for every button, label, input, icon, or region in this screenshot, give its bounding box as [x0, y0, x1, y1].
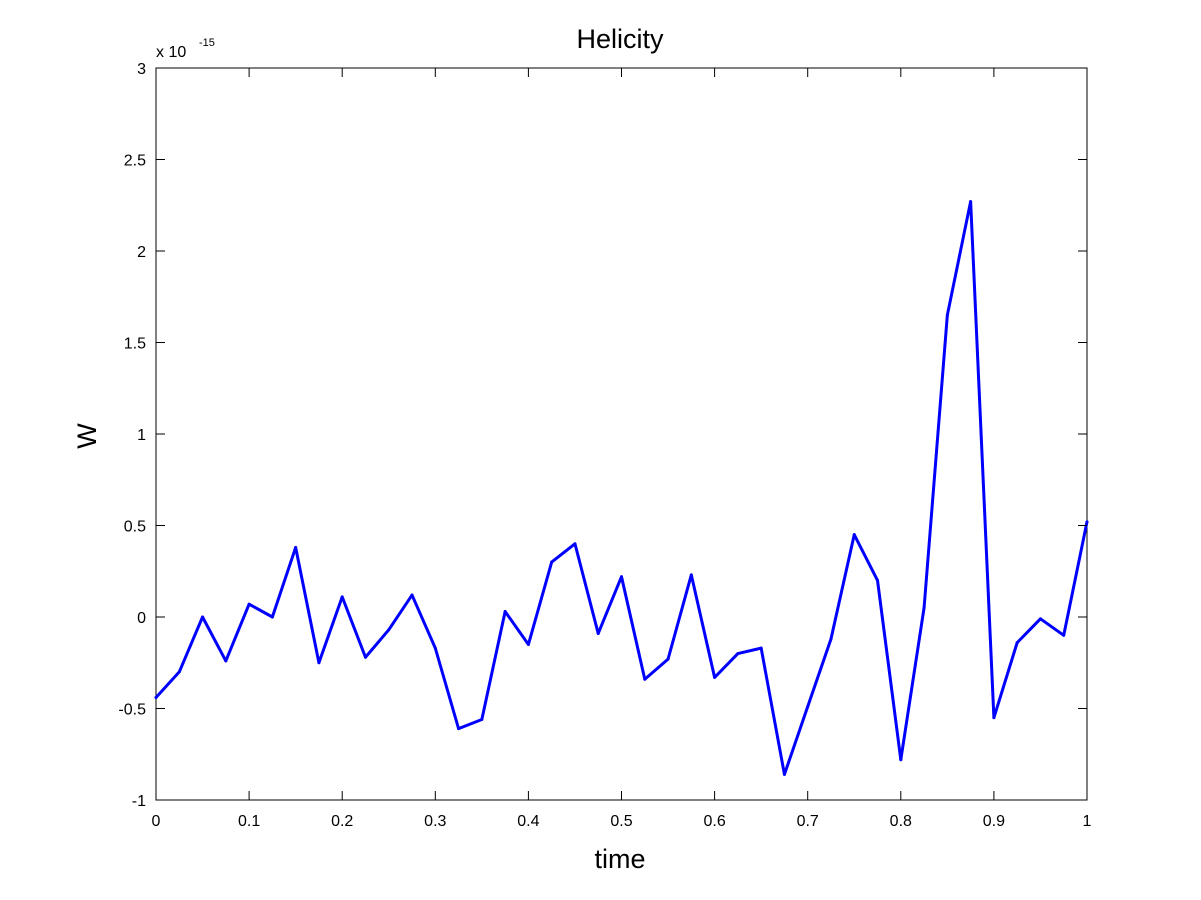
y-tick-label: -1: [132, 793, 146, 810]
data-point: [969, 200, 973, 204]
y-tick-label: 2.5: [124, 153, 146, 170]
data-point: [503, 610, 507, 614]
data-point: [177, 670, 181, 674]
data-point: [1062, 633, 1066, 637]
data-point: [643, 677, 647, 681]
y-exponent-base: x 10: [156, 44, 186, 61]
data-point: [1085, 520, 1089, 524]
data-point: [573, 542, 577, 546]
x-tick-label: 0.8: [890, 813, 912, 830]
x-tick-label: 0.4: [517, 813, 539, 830]
data-point: [480, 717, 484, 721]
x-tick-label: 0.9: [983, 813, 1005, 830]
y-tick-label: 0.5: [124, 519, 146, 536]
data-point: [363, 655, 367, 659]
y-exponent-power: -15: [199, 37, 215, 49]
y-tick-label: 1: [137, 427, 146, 444]
data-point: [736, 652, 740, 656]
data-point: [876, 578, 880, 582]
x-tick-label: 0.6: [703, 813, 725, 830]
x-tick-label: 0: [152, 813, 161, 830]
data-point: [1038, 617, 1042, 621]
x-tick-label: 0.1: [238, 813, 260, 830]
data-point: [317, 661, 321, 665]
y-tick-label: 0: [137, 610, 146, 627]
data-point: [526, 642, 530, 646]
data-point: [270, 615, 274, 619]
data-point: [224, 659, 228, 663]
data-point: [806, 705, 810, 709]
x-axis-label: time: [594, 844, 645, 874]
data-point: [852, 533, 856, 537]
y-tick-label: 3: [137, 61, 146, 78]
data-point: [1015, 641, 1019, 645]
data-point: [387, 628, 391, 632]
data-point: [154, 696, 158, 700]
data-point: [596, 631, 600, 635]
x-tick-label: 0.2: [331, 813, 353, 830]
data-point: [759, 646, 763, 650]
data-point: [620, 575, 623, 579]
data-point: [410, 593, 414, 597]
data-point: [340, 595, 344, 599]
data-point: [247, 602, 251, 606]
data-point: [457, 727, 461, 731]
y-tick-label: -0.5: [118, 702, 146, 719]
data-point: [433, 646, 437, 650]
x-tick-label: 0.7: [797, 813, 819, 830]
data-point: [666, 657, 670, 661]
y-axis-label: W: [72, 423, 102, 449]
x-tick-label: 0.5: [610, 813, 632, 830]
y-tick-label: 1.5: [124, 336, 146, 353]
data-point: [829, 637, 833, 641]
data-point: [713, 675, 717, 679]
data-point: [782, 772, 786, 776]
data-point: [689, 573, 693, 577]
data-point: [992, 716, 996, 720]
data-point: [922, 606, 926, 610]
x-tick-label: 1: [1083, 813, 1092, 830]
data-point: [201, 615, 205, 619]
chart-title: Helicity: [576, 24, 664, 54]
plot-area: 0 0.1 0.2 0.3 0.4 0.5 0.6 0.7 0.8 0.9 1 -1 -0.5 0 0.5 1…: [118, 61, 1091, 830]
data-point: [550, 560, 554, 564]
y-tick-label: 2: [137, 244, 146, 261]
data-point: [899, 758, 903, 762]
x-tick-label: 0.3: [424, 813, 446, 830]
data-point: [294, 545, 298, 549]
data-point: [945, 313, 949, 317]
